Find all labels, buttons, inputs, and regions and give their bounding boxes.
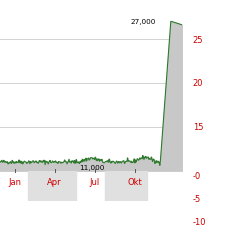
Text: 15: 15: [193, 123, 203, 132]
Text: -0: -0: [193, 171, 201, 180]
Bar: [28, 171, 76, 201]
Text: 11,000: 11,000: [79, 164, 105, 170]
Text: 27,000: 27,000: [131, 19, 156, 25]
Text: Jul: Jul: [90, 177, 100, 186]
Text: 20: 20: [193, 79, 203, 88]
Text: -5: -5: [193, 194, 201, 203]
Bar: [105, 171, 147, 201]
Text: Apr: Apr: [48, 177, 62, 186]
Text: Okt: Okt: [128, 177, 142, 186]
Text: 25: 25: [193, 35, 203, 44]
Text: -10: -10: [193, 217, 206, 226]
Text: Jan: Jan: [8, 177, 21, 186]
